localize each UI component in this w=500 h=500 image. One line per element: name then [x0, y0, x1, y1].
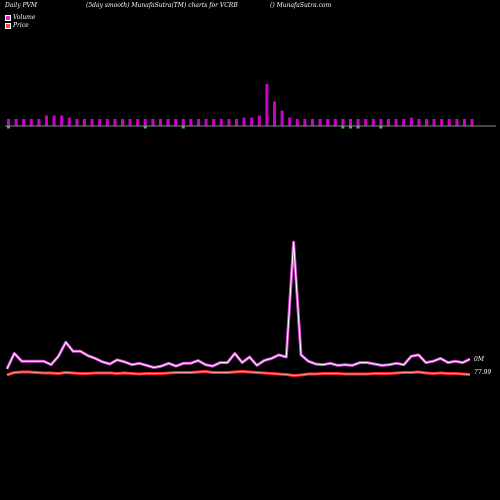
volume-bar	[90, 119, 94, 126]
line-series	[5, 240, 471, 377]
volume-bar	[311, 119, 314, 126]
volume-bar	[318, 119, 322, 126]
legend-price-label: Price	[13, 22, 29, 29]
volume-bar	[303, 119, 307, 126]
volume-bar	[440, 119, 444, 126]
volume-bar	[288, 117, 292, 126]
volume-bar	[128, 119, 132, 126]
volume-line-glow	[5, 240, 471, 370]
volume-bar	[67, 117, 71, 126]
volume-bar	[14, 119, 18, 126]
volume-bar	[326, 119, 330, 126]
volume-bar	[83, 119, 86, 126]
volume-bar	[212, 119, 216, 126]
volume-bar	[105, 119, 109, 126]
down-volume-mark	[356, 126, 360, 129]
down-volume-mark	[379, 126, 383, 129]
site-label: () MunafaSutra.com	[270, 2, 332, 9]
volume-bar	[295, 119, 299, 126]
volume-bar	[387, 119, 390, 126]
volume-bar	[341, 119, 345, 126]
volume-bar	[204, 119, 208, 126]
volume-bar	[166, 119, 170, 126]
volume-bar	[197, 119, 200, 126]
volume-bar	[113, 119, 117, 126]
volume-bar	[227, 119, 231, 126]
volume-bar	[235, 119, 238, 126]
legend-volume-label: Volume	[13, 14, 36, 21]
volume-bar	[257, 115, 261, 126]
volume-bar	[265, 84, 269, 126]
volume-bar	[189, 119, 193, 126]
volume-bar	[29, 119, 33, 126]
volume-bar	[151, 119, 155, 126]
volume-bar	[22, 119, 26, 126]
down-volume-mark	[7, 126, 10, 129]
volume-bar	[181, 119, 185, 126]
down-volume-mark	[143, 126, 147, 129]
volume-bar	[98, 119, 102, 126]
volume-bar	[273, 101, 276, 126]
volume-bar	[250, 117, 254, 126]
volume-bar	[349, 119, 352, 126]
legend-price-swatch	[5, 22, 11, 29]
volume-bar	[143, 119, 147, 126]
volume-bar	[45, 115, 48, 126]
volume-bar	[52, 115, 56, 126]
volume-bar	[242, 117, 246, 126]
volume-bar	[470, 119, 474, 126]
volume-bar	[364, 119, 368, 126]
down-volume-mark	[349, 126, 352, 129]
volume-bar	[425, 119, 428, 126]
volume-bar	[371, 119, 375, 126]
volume-bar	[121, 119, 124, 126]
volume-bar	[402, 119, 406, 126]
price-line	[6, 371, 471, 376]
legend-price: Price	[5, 22, 29, 29]
volume-bar	[379, 119, 383, 126]
volume-bar	[280, 110, 284, 126]
legend-volume-swatch	[5, 14, 11, 21]
volume-bar	[159, 119, 162, 126]
volume-bar	[447, 119, 451, 126]
volume-bar	[394, 119, 398, 126]
volume-bar	[60, 115, 64, 126]
volume-bar	[417, 119, 421, 126]
price-last-label: 77.99	[474, 369, 491, 376]
chart-label: Daily PVM	[5, 2, 38, 9]
volume-bar	[219, 119, 223, 126]
volume-bar	[432, 119, 436, 126]
volume-bar	[7, 119, 10, 126]
volume-bar	[463, 119, 466, 126]
volume-bar	[356, 119, 360, 126]
volume-bar	[136, 119, 140, 126]
down-volume-mark	[181, 126, 185, 129]
down-volume-mark	[341, 126, 345, 129]
chart-title: (5day smooth) MunafaSutra(TM) charts for…	[86, 2, 238, 9]
volume-bar	[75, 119, 79, 126]
volume-line	[6, 241, 471, 370]
volume-bar	[455, 119, 459, 126]
volume-bar	[333, 119, 337, 126]
volume-last-label: 0M	[474, 356, 485, 363]
volume-bar	[409, 117, 413, 126]
legend-volume: Volume	[5, 14, 35, 21]
volume-bar	[174, 119, 178, 126]
volume-bar	[37, 119, 41, 126]
volume-bars	[7, 84, 474, 129]
